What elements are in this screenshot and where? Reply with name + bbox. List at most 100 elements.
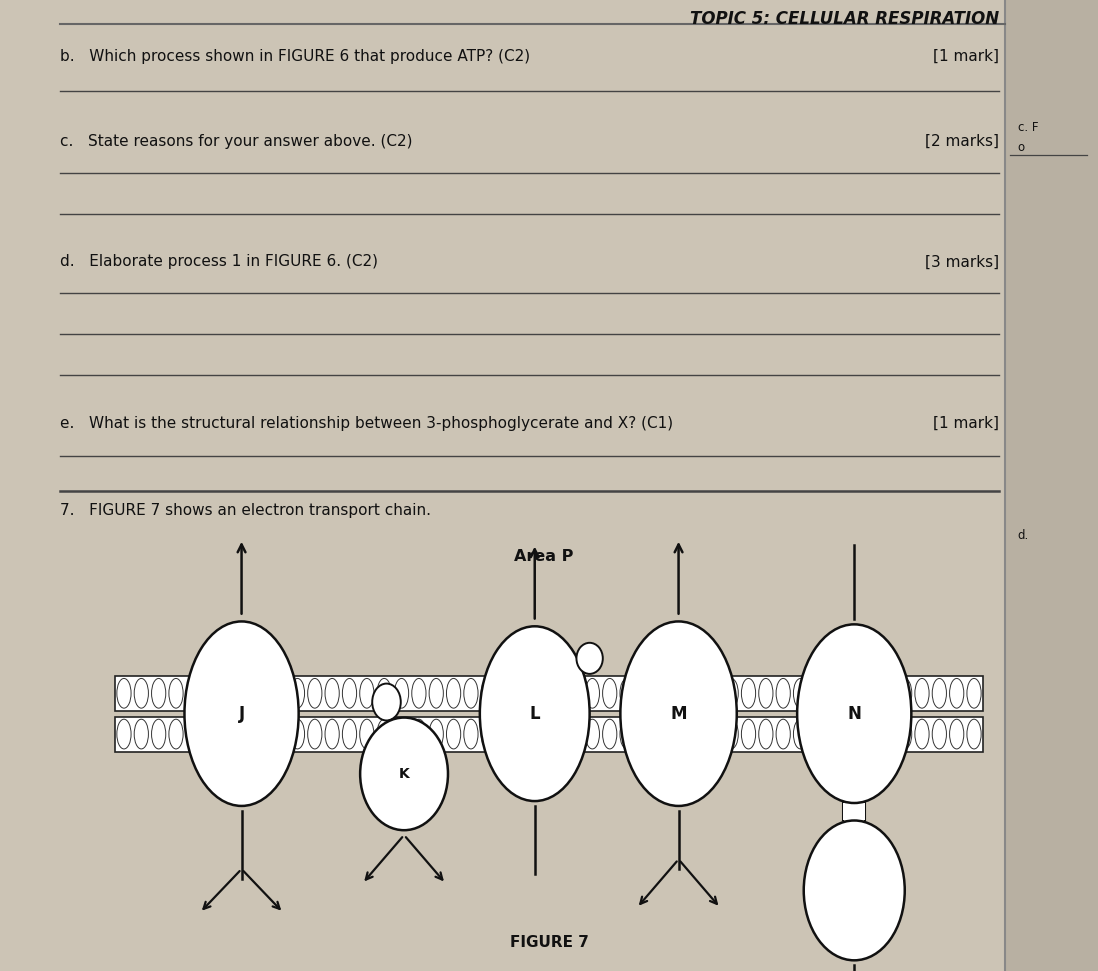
Ellipse shape [290,720,304,749]
Ellipse shape [794,679,808,708]
Ellipse shape [394,720,408,749]
Ellipse shape [238,720,253,749]
Ellipse shape [516,679,530,708]
Ellipse shape [585,679,600,708]
Text: J: J [238,705,245,722]
Ellipse shape [863,720,877,749]
Ellipse shape [776,679,791,708]
Text: c.   State reasons for your answer above. (C2): c. State reasons for your answer above. … [60,134,413,149]
Ellipse shape [343,679,357,708]
Ellipse shape [654,679,669,708]
Ellipse shape [620,679,635,708]
Ellipse shape [325,679,339,708]
Ellipse shape [134,679,148,708]
Ellipse shape [273,679,288,708]
Ellipse shape [134,720,148,749]
Ellipse shape [412,679,426,708]
Ellipse shape [273,720,288,749]
Ellipse shape [637,679,651,708]
Ellipse shape [429,679,444,708]
Ellipse shape [741,679,755,708]
Ellipse shape [169,720,183,749]
Text: FIGURE 7: FIGURE 7 [509,935,589,950]
Ellipse shape [897,720,911,749]
Text: [1 mark]: [1 mark] [933,416,999,430]
Ellipse shape [360,679,374,708]
Ellipse shape [950,720,964,749]
Ellipse shape [534,720,548,749]
Ellipse shape [724,679,738,708]
Ellipse shape [654,720,669,749]
Ellipse shape [187,679,201,708]
Ellipse shape [759,720,773,749]
Ellipse shape [377,679,391,708]
Ellipse shape [550,679,564,708]
Text: Area P: Area P [514,549,573,563]
Ellipse shape [863,679,877,708]
Ellipse shape [776,720,791,749]
Ellipse shape [463,679,478,708]
Ellipse shape [915,679,929,708]
Ellipse shape [881,720,895,749]
Ellipse shape [169,679,183,708]
Ellipse shape [804,820,905,960]
Ellipse shape [967,679,982,708]
Ellipse shape [184,621,299,806]
Ellipse shape [447,679,461,708]
Ellipse shape [447,720,461,749]
Ellipse shape [203,679,217,708]
Ellipse shape [707,720,721,749]
Ellipse shape [360,720,374,749]
Ellipse shape [585,720,600,749]
Ellipse shape [343,720,357,749]
Ellipse shape [152,720,166,749]
Text: c. F: c. F [1018,121,1039,134]
Bar [115,717,983,752]
Text: 7.   FIGURE 7 shows an electron transport chain.: 7. FIGURE 7 shows an electron transport … [60,503,432,518]
Ellipse shape [394,679,408,708]
Ellipse shape [741,720,755,749]
Ellipse shape [463,720,478,749]
Ellipse shape [828,679,842,708]
Text: [3 marks]: [3 marks] [925,254,999,269]
Ellipse shape [325,720,339,749]
Text: [1 mark]: [1 mark] [933,49,999,63]
Ellipse shape [498,720,513,749]
Text: L: L [529,705,540,722]
Text: K: K [399,767,410,781]
Text: [2 marks]: [2 marks] [926,134,999,149]
Bar [1005,0,1098,971]
Ellipse shape [516,720,530,749]
Ellipse shape [550,720,564,749]
Text: M: M [670,705,687,722]
Ellipse shape [845,720,860,749]
Ellipse shape [915,720,929,749]
Ellipse shape [256,720,270,749]
Ellipse shape [810,679,825,708]
Ellipse shape [568,720,582,749]
Ellipse shape [152,679,166,708]
Ellipse shape [620,720,635,749]
Ellipse shape [672,720,686,749]
Ellipse shape [203,720,217,749]
Ellipse shape [637,720,651,749]
Ellipse shape [690,720,704,749]
Ellipse shape [534,679,548,708]
Ellipse shape [498,679,513,708]
Ellipse shape [690,679,704,708]
Text: N: N [848,705,861,722]
Ellipse shape [707,679,721,708]
Ellipse shape [116,679,131,708]
Ellipse shape [290,679,304,708]
Ellipse shape [116,720,131,749]
Ellipse shape [845,679,860,708]
Ellipse shape [881,679,895,708]
Ellipse shape [672,679,686,708]
Ellipse shape [724,720,738,749]
Ellipse shape [360,718,448,830]
Ellipse shape [810,720,825,749]
Ellipse shape [967,720,982,749]
Ellipse shape [481,720,495,749]
Text: b.   Which process shown in FIGURE 6 that produce ATP? (C2): b. Which process shown in FIGURE 6 that … [60,49,530,63]
Ellipse shape [221,720,235,749]
